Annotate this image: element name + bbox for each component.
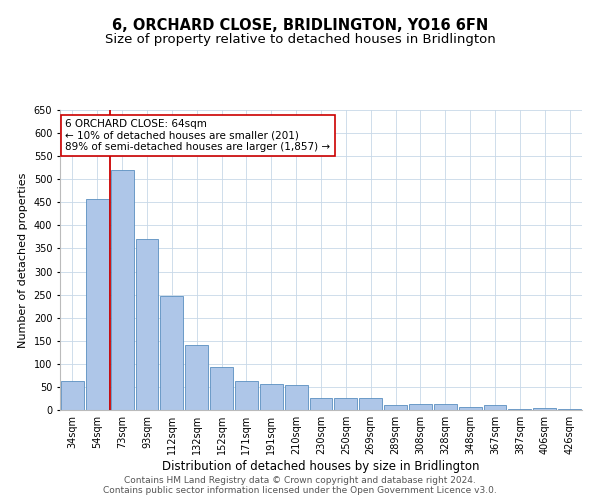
Bar [533, 408, 556, 410]
Bar [136, 239, 158, 410]
Bar [160, 296, 183, 410]
Bar [334, 398, 357, 410]
Text: Contains HM Land Registry data © Crown copyright and database right 2024.: Contains HM Land Registry data © Crown c… [124, 476, 476, 485]
Bar [459, 407, 482, 410]
Bar [86, 198, 109, 410]
Bar [235, 382, 258, 410]
Bar [185, 346, 208, 410]
Bar [384, 406, 407, 410]
Bar [558, 408, 581, 410]
Bar [484, 406, 506, 410]
Bar [310, 398, 332, 410]
Text: 6 ORCHARD CLOSE: 64sqm
← 10% of detached houses are smaller (201)
89% of semi-de: 6 ORCHARD CLOSE: 64sqm ← 10% of detached… [65, 119, 331, 152]
Text: Contains public sector information licensed under the Open Government Licence v3: Contains public sector information licen… [103, 486, 497, 495]
Text: Size of property relative to detached houses in Bridlington: Size of property relative to detached ho… [104, 32, 496, 46]
X-axis label: Distribution of detached houses by size in Bridlington: Distribution of detached houses by size … [162, 460, 480, 473]
Bar [260, 384, 283, 410]
Bar [61, 382, 84, 410]
Y-axis label: Number of detached properties: Number of detached properties [18, 172, 28, 348]
Bar [359, 398, 382, 410]
Bar [285, 384, 308, 410]
Bar [434, 404, 457, 410]
Bar [508, 408, 531, 410]
Bar [409, 404, 432, 410]
Bar [111, 170, 134, 410]
Text: 6, ORCHARD CLOSE, BRIDLINGTON, YO16 6FN: 6, ORCHARD CLOSE, BRIDLINGTON, YO16 6FN [112, 18, 488, 32]
Bar [210, 367, 233, 410]
